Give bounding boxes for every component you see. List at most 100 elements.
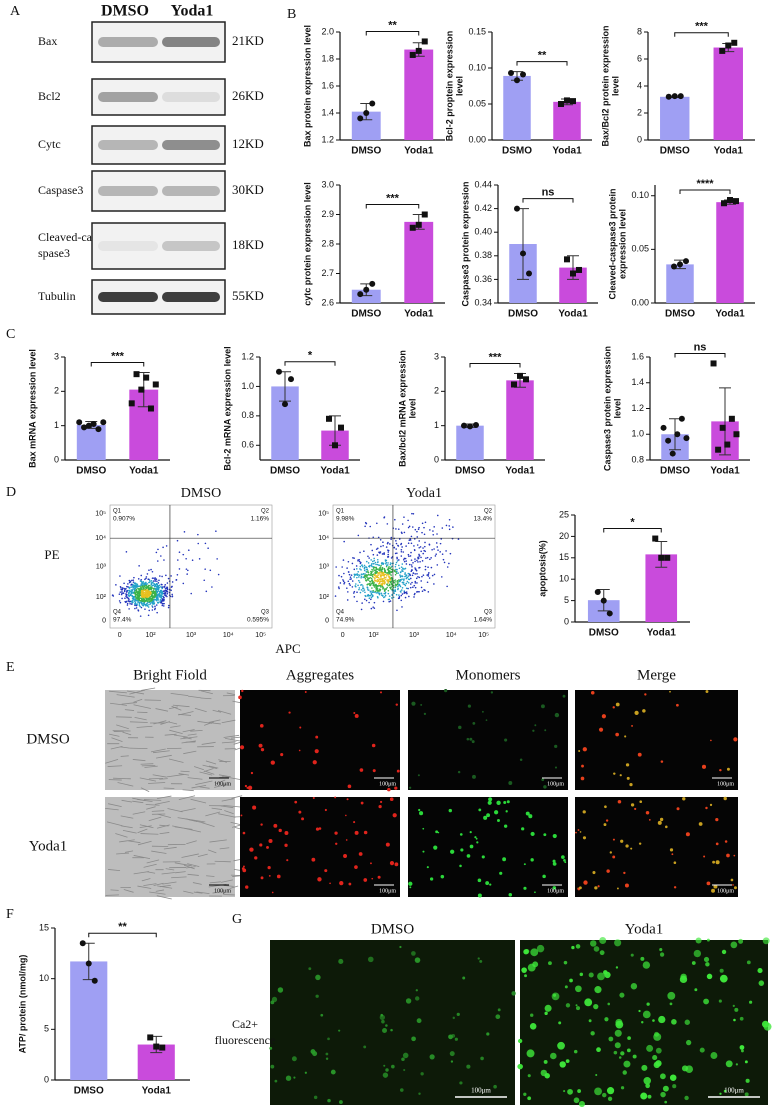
flow-event [400,543,402,546]
flow-event [379,573,381,576]
cell-signal [403,1068,406,1072]
cell-outline [193,891,203,894]
cell-signal [745,1078,750,1083]
cell-signal [379,800,383,804]
flow-event [401,569,403,571]
x-tick-label: DMSO [665,309,695,320]
flow-event [396,552,398,554]
cell-signal [634,710,639,715]
blot-band [98,37,158,47]
flow-event [409,539,412,541]
cell-signal [288,711,291,714]
data-point [731,39,738,46]
cell-signal [502,857,507,862]
y-axis-label: Caspase3 protein expression [602,346,612,471]
flow-event [373,574,376,576]
image-column-label: Yoda1 [625,921,664,937]
flow-event [386,573,389,576]
cell-signal [703,956,710,963]
cell-signal [685,832,690,837]
flow-event [357,571,360,573]
data-point [90,420,97,427]
blot-band [98,92,158,102]
flow-event [142,595,145,598]
cell-signal [405,998,412,1004]
cell-signal [544,1011,548,1015]
flow-event [416,530,418,533]
cell-signal [682,797,686,801]
flow-event [153,585,156,588]
cell-signal [679,975,688,984]
cell-signal [260,876,264,880]
flow-event [371,568,373,571]
cell-signal [486,813,491,818]
cell-signal [564,861,567,864]
cell-signal [370,862,372,865]
flow-event [382,544,384,547]
flow-event [428,577,431,579]
flow-event [153,594,156,596]
cell-outline [155,708,169,712]
flow-event [128,599,130,601]
cell-signal [620,839,624,843]
cell-signal [450,1060,454,1063]
cell-signal [382,1072,389,1078]
flow-event [409,586,412,589]
flow-event [130,586,133,588]
cell-signal [394,862,399,867]
cell-outline [201,690,213,695]
cell-outline [209,839,227,843]
flow-event [360,561,362,564]
flow-event [382,580,385,583]
flow-event [138,604,141,607]
flow-event [403,568,406,570]
flow-event [145,586,147,588]
cell-outline [171,876,187,879]
flow-event [377,579,380,582]
cell-signal [390,1028,393,1032]
scale-bar-label: 100μm [547,781,564,787]
flow-event [182,582,185,585]
cell-outline [165,868,175,871]
cell-outline [221,719,236,724]
y-tick-label: 1.4 [321,107,334,117]
flow-event [135,603,137,606]
flow-event [141,598,143,601]
flow-event [405,582,408,585]
bar [404,221,434,303]
cell-signal [444,688,448,693]
y-tick-label: 0 [54,454,59,464]
flow-event [370,543,372,546]
cell-signal [532,729,535,732]
flow-event [393,592,395,595]
flow-event [405,563,408,565]
flow-event [120,588,122,591]
flow-event [197,542,200,545]
flow-event [373,607,376,609]
flow-event [391,577,393,580]
flow-event [118,593,121,595]
x-tick-label: Yoda1 [505,466,535,477]
data-point [594,589,601,596]
cell-signal [735,1063,738,1066]
flow-event [129,581,132,583]
flow-event [387,556,389,558]
flow-event [377,536,380,539]
cell-signal [530,948,539,957]
flow-x-tick: 10³ [409,632,420,639]
cell-signal [536,944,545,953]
flow-event [123,589,126,592]
cell-signal [496,818,500,822]
y-tick-label: 1 [434,420,439,430]
flow-event [448,562,450,565]
data-point [421,38,428,45]
cell-signal [562,694,566,698]
data-point [473,421,479,428]
cell-signal [435,830,439,834]
cell-outline [148,782,166,784]
flow-event [405,574,408,576]
flow-event [139,615,142,617]
flow-event [346,599,349,601]
flow-event [402,551,405,553]
flow-event [421,522,424,525]
